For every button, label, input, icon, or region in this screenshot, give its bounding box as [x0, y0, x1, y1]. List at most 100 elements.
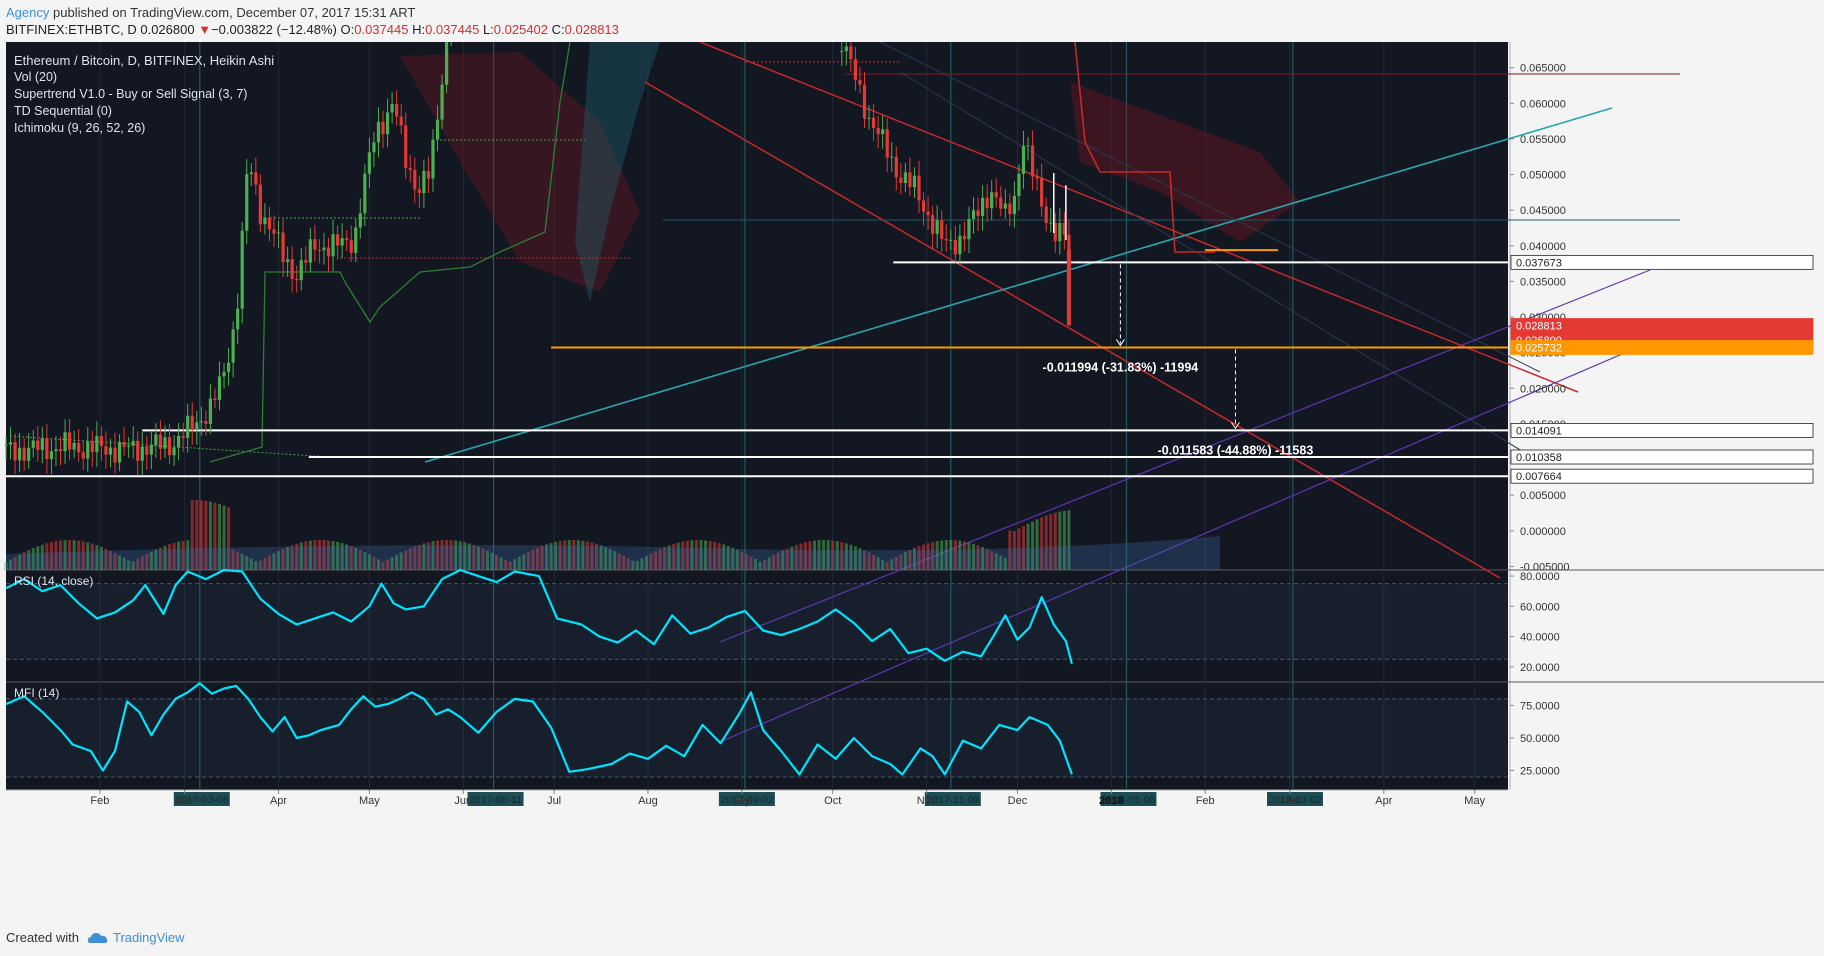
- footer: Created with TradingView: [6, 930, 185, 945]
- volume-bar: [599, 545, 603, 570]
- volume-bar: [681, 541, 685, 570]
- channel-line-lower: [644, 81, 1501, 579]
- volume-bar: [576, 540, 580, 570]
- fib-fan-line: [899, 71, 1541, 463]
- candle-body: [99, 436, 103, 447]
- candle-body: [272, 229, 276, 234]
- symbol-label: BITFINEX:ETHBTC, D: [6, 22, 137, 37]
- ichimoku-cloud: [1070, 82, 1300, 242]
- volume-bar: [263, 558, 267, 570]
- candle-body: [395, 104, 399, 117]
- volume-bar: [894, 556, 898, 570]
- candle-body: [953, 239, 957, 255]
- volume-bar: [867, 552, 871, 570]
- volume-bar: [154, 549, 158, 570]
- time-tick-label: Feb: [90, 795, 109, 807]
- candle-body: [290, 259, 294, 279]
- open-label: O:: [340, 22, 355, 37]
- price-tick-label: 0.005000: [1520, 490, 1566, 502]
- candle-body: [931, 215, 935, 234]
- candle-body: [949, 239, 953, 241]
- volume-bar: [395, 554, 399, 570]
- candle-body: [49, 451, 54, 460]
- time-tick-label: Mar: [1280, 795, 1299, 807]
- volume-bar: [354, 547, 358, 570]
- date-badge-label: 2017-06-11: [469, 794, 522, 806]
- volume-bar: [872, 554, 876, 570]
- candle-body: [167, 437, 172, 456]
- purple-channel-line: [719, 341, 1651, 743]
- down-arrow-icon: ▼: [198, 22, 212, 37]
- volume-bar: [967, 542, 971, 570]
- price-change: −0.003822 (−12.48%): [211, 22, 337, 37]
- price-tick-label: 0.035000: [1520, 276, 1566, 288]
- rsi-tick-label: 60.0000: [1520, 601, 1560, 613]
- rsi-tick-label: 40.0000: [1520, 632, 1560, 644]
- tradingview-brand[interactable]: TradingView: [87, 930, 185, 945]
- volume-bar: [622, 555, 626, 570]
- volume-bar: [245, 556, 249, 570]
- author-link[interactable]: Agency: [6, 5, 50, 20]
- rsi-line: [5, 568, 1073, 665]
- legend-item-ichimoku[interactable]: Ichimoku (9, 26, 52, 26): [14, 121, 146, 135]
- volume-bar: [1017, 528, 1021, 570]
- supertrend-line: [209, 42, 571, 463]
- volume-bar: [408, 548, 412, 570]
- candle-body: [313, 239, 317, 250]
- candle-body: [154, 434, 158, 445]
- candle-body: [858, 79, 862, 85]
- close-label: C:: [551, 22, 565, 37]
- candle-body: [399, 116, 403, 126]
- volume-bar: [699, 540, 703, 570]
- volume-bar: [317, 540, 321, 570]
- candle-body: [158, 434, 163, 449]
- volume-bar: [404, 550, 408, 570]
- legend-item-volume[interactable]: Vol (20): [14, 70, 58, 84]
- price-tick-label: 0.050000: [1520, 170, 1566, 182]
- price-tick-label: 0.020000: [1520, 383, 1566, 395]
- tradingview-link[interactable]: TradingView: [112, 930, 185, 945]
- volume-bar: [658, 549, 662, 570]
- volume-bar: [77, 540, 81, 570]
- candle-body: [249, 172, 253, 175]
- candle-body: [113, 447, 117, 463]
- candle-body: [962, 235, 967, 240]
- volume-bar: [81, 541, 85, 570]
- candle-body: [413, 169, 417, 190]
- date-badge: [924, 792, 981, 806]
- candle-body: [58, 449, 63, 452]
- candle-body: [145, 446, 149, 455]
- volume-bar: [472, 544, 476, 570]
- price-label-text: 0.037673: [1516, 257, 1562, 269]
- volume-bar: [794, 544, 798, 570]
- chart-canvas[interactable]: -0.011994 (-31.83%) -11994 -0.011583 (-44…: [0, 42, 1824, 920]
- mfi-tick-label: 50.0000: [1520, 733, 1560, 745]
- candles-layer: [4, 42, 1071, 476]
- candle-body: [849, 46, 853, 60]
- candle-body: [926, 211, 930, 216]
- volume-bar: [140, 556, 144, 570]
- time-tick-label: 2018: [1099, 795, 1123, 807]
- volume-bar: [295, 543, 299, 570]
- candle-body: [117, 442, 122, 463]
- volume-bar: [953, 540, 957, 570]
- volume-bar: [567, 540, 571, 570]
- legend-item-supertrend[interactable]: Supertrend V1.0 - Buy or Sell Signal (3,…: [14, 87, 248, 101]
- volume-bar: [790, 546, 794, 570]
- candle-body: [1021, 145, 1026, 174]
- volume-bar: [944, 540, 948, 570]
- volume-bar: [772, 555, 776, 570]
- candle-body: [431, 139, 435, 179]
- volume-bar: [63, 540, 67, 570]
- high-value: 0.037445: [425, 22, 480, 37]
- volume-bar: [463, 542, 467, 570]
- volume-bar: [204, 500, 208, 570]
- low-label: L:: [482, 22, 494, 37]
- price-label-badge: [1510, 423, 1814, 438]
- supertrend-line: [1074, 42, 1215, 253]
- candle-body: [13, 442, 17, 461]
- legend-item-td-sequential[interactable]: TD Sequential (0): [14, 104, 112, 118]
- price-label-badge: [1510, 468, 1814, 484]
- volume-bar: [572, 540, 576, 570]
- candle-body: [190, 415, 194, 431]
